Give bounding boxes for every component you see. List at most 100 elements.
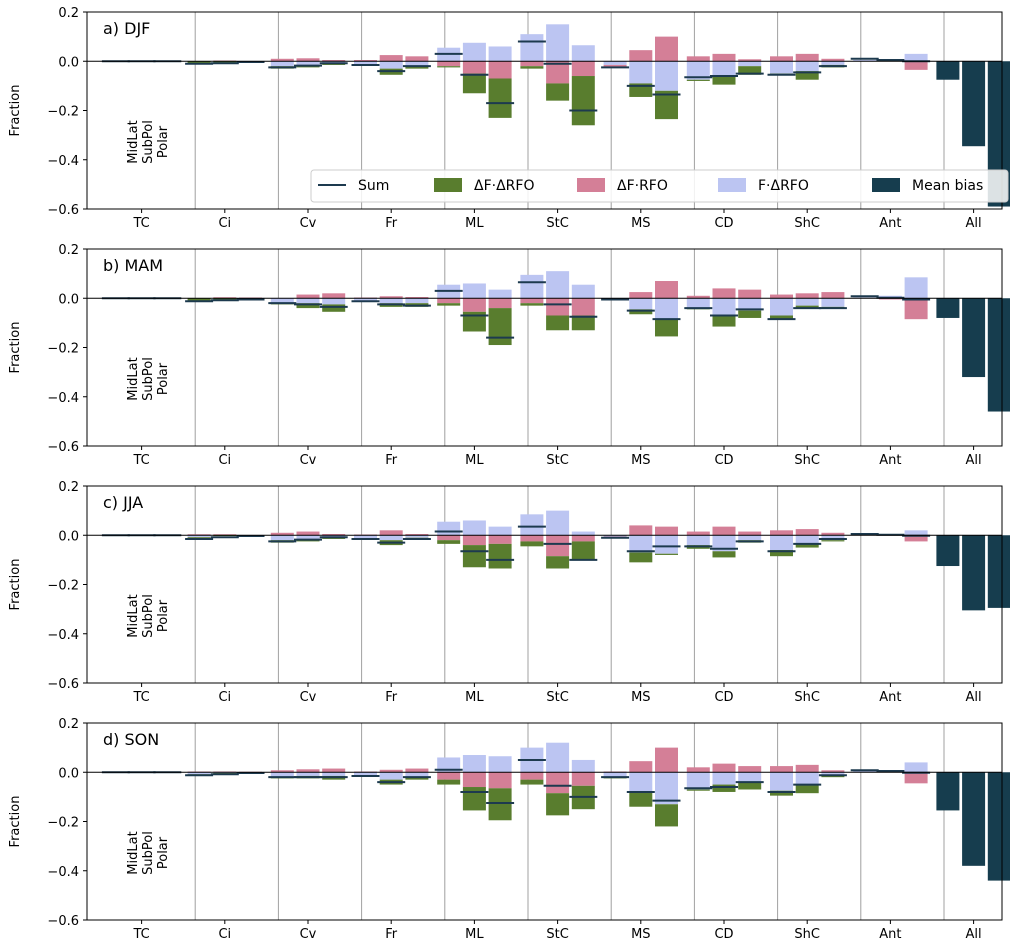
- bar-dfdrfo: [488, 788, 512, 821]
- bar-fdrfo: [296, 61, 320, 65]
- x-tick-label: TC: [132, 453, 149, 468]
- x-tick-label: Fr: [385, 690, 398, 705]
- y-tick-label: −0.4: [47, 154, 79, 169]
- y-axis-label: Fraction: [8, 796, 23, 848]
- bar-fdrfo: [655, 61, 678, 91]
- bar-mean-bias: [987, 535, 1010, 608]
- bar-dfdrfo: [629, 791, 653, 807]
- category-StC: StC: [517, 24, 598, 231]
- bar-dfdrfo: [686, 789, 710, 791]
- bar-dfrfo: [629, 761, 653, 773]
- bar-dfrfo: [738, 289, 762, 299]
- category-Ant: Ant: [850, 530, 931, 705]
- x-tick-label: Ant: [879, 927, 901, 942]
- x-tick-label: ShC: [794, 216, 820, 231]
- legend-item-dfdrfo: ΔF·ΔRFO: [434, 178, 534, 194]
- category-ShC: ShC: [767, 292, 847, 468]
- bar-fdrfo: [462, 283, 486, 299]
- category-Cv: Cv: [268, 531, 348, 705]
- legend-label: ΔF·RFO: [617, 178, 668, 194]
- bar-fdrfo: [712, 772, 736, 785]
- group-label-polar: Polar: [156, 599, 171, 632]
- bar-dfdrfo: [738, 310, 762, 318]
- panel-title: b) MAM: [103, 256, 163, 275]
- bar-dfdrfo: [795, 784, 819, 794]
- bar-fdrfo: [187, 535, 211, 538]
- x-tick-label: CD: [714, 453, 733, 468]
- category-ML: ML: [434, 520, 515, 705]
- bar-mean-bias: [936, 298, 960, 318]
- y-tick-label: −0.4: [47, 628, 79, 643]
- bar-dfrfo: [354, 60, 377, 62]
- legend-frame: [310, 169, 1009, 203]
- bar-fdrfo: [821, 61, 845, 65]
- bar-fdrfo: [405, 61, 429, 67]
- category-StC: StC: [517, 271, 598, 468]
- category-All: All: [936, 61, 1010, 231]
- bar-fdrfo: [546, 742, 570, 773]
- bar-dfdrfo: [795, 71, 819, 80]
- bar-fdrfo: [629, 61, 653, 84]
- bar-dfrfo: [738, 531, 762, 536]
- bar-dfdrfo: [629, 309, 653, 315]
- bar-dfrfo: [655, 36, 678, 62]
- category-Fr: Fr: [351, 768, 431, 942]
- bar-dfrfo: [712, 763, 736, 773]
- x-tick-label: All: [966, 690, 982, 705]
- x-tick-label: ML: [465, 927, 484, 942]
- category-MS: MS: [601, 36, 681, 231]
- group-label-subpol: SubPol: [141, 120, 156, 164]
- group-label-midlat: MidLat: [126, 831, 141, 874]
- x-tick-label: All: [966, 216, 982, 231]
- legend-label: ΔF·ΔRFO: [474, 178, 534, 194]
- bar-dfrfo: [296, 769, 320, 773]
- bar-fdrfo: [655, 535, 678, 554]
- bar-dfrfo: [270, 532, 294, 536]
- legend-swatch: [872, 178, 900, 192]
- bar-dfdrfo: [712, 315, 736, 327]
- x-tick-label: ShC: [794, 453, 820, 468]
- bar-dfrfo: [520, 298, 544, 304]
- bar-dfdrfo: [437, 303, 461, 306]
- x-tick-label: CD: [714, 216, 733, 231]
- x-tick-label: MS: [631, 453, 650, 468]
- bar-fdrfo: [821, 298, 845, 307]
- y-tick-label: −0.2: [47, 105, 79, 120]
- x-tick-label: Ci: [218, 216, 231, 231]
- bar-fdrfo: [354, 298, 377, 301]
- bar-dfrfo: [712, 288, 736, 299]
- bar-fdrfo: [520, 514, 544, 536]
- bar-fdrfo: [322, 772, 346, 776]
- bar-dfrfo: [520, 61, 544, 67]
- group-label-subpol: SubPol: [141, 594, 156, 638]
- bar-dfrfo: [571, 772, 595, 786]
- category-MS: MS: [601, 525, 681, 705]
- legend: Sum ΔF·ΔRFO ΔF·RFO F·ΔRFO Mean bias: [310, 169, 1009, 203]
- bar-dfrfo: [571, 61, 595, 77]
- bar-fdrfo: [571, 45, 595, 62]
- bar-fdrfo: [520, 34, 544, 62]
- bar-fdrfo: [853, 771, 877, 773]
- category-Ci: Ci: [185, 771, 265, 942]
- bar-fdrfo: [488, 526, 512, 536]
- bar-dfrfo: [686, 295, 710, 299]
- x-tick-label: StC: [546, 927, 568, 942]
- bar-fdrfo: [853, 60, 877, 62]
- bar-dfdrfo: [655, 319, 678, 337]
- x-tick-label: Cv: [300, 216, 317, 231]
- bar-fdrfo: [904, 762, 928, 773]
- bar-mean-bias: [987, 298, 1010, 412]
- bar-dfrfo: [520, 535, 544, 542]
- bar-fdrfo: [770, 61, 793, 74]
- bar-dfrfo: [904, 535, 928, 542]
- category-Cv: Cv: [268, 768, 348, 942]
- bar-fdrfo: [795, 535, 819, 544]
- bar-fdrfo: [738, 61, 762, 67]
- legend-item-sum: Sum: [318, 178, 389, 194]
- bar-dfdrfo: [437, 66, 461, 68]
- bar-fdrfo: [488, 46, 512, 62]
- bar-mean-bias: [936, 772, 960, 811]
- bar-fdrfo: [770, 535, 793, 551]
- category-All: All: [936, 772, 1010, 942]
- group-label-midlat: MidLat: [126, 357, 141, 400]
